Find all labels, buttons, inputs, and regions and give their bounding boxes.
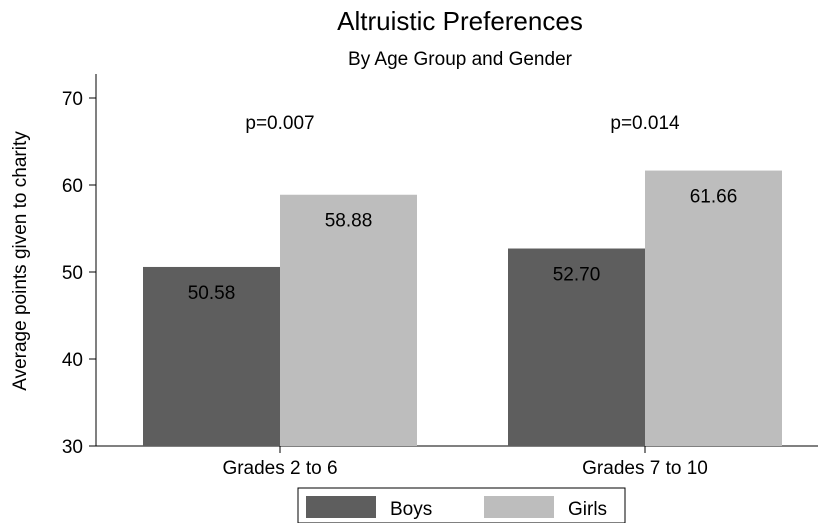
y-tick-label: 30: [62, 437, 83, 458]
x-tick-label: Grades 2 to 6: [222, 458, 337, 479]
legend-swatch-girls: [484, 496, 554, 518]
y-tick-label: 60: [62, 176, 83, 197]
x-tick-label: Grades 7 to 10: [582, 458, 708, 479]
legend-box: [297, 487, 626, 523]
chart-title: Altruistic Preferences: [337, 6, 583, 36]
data-label: 58.88: [325, 211, 373, 232]
y-axis-label: Average points given to charity: [10, 131, 31, 391]
data-label: 50.58: [188, 283, 236, 304]
bar-boys: [508, 248, 645, 446]
y-tick-label: 70: [62, 89, 83, 110]
legend-label-girls: Girls: [568, 499, 607, 520]
bar-girls: [645, 170, 782, 447]
plot-area: 30 40 50 60 70 50.58 58.88 Grades 2 to 6 p=0.007…: [62, 74, 818, 479]
chart-subtitle: By Age Group and Gender: [348, 49, 573, 70]
y-tick-label: 40: [62, 350, 83, 371]
p-value-annotation: p=0.007: [245, 113, 314, 134]
p-value-annotation: p=0.014: [610, 113, 680, 134]
bar-boys: [143, 266, 280, 446]
data-label: 61.66: [690, 187, 738, 208]
y-tick-label: 50: [62, 263, 83, 284]
legend: Boys Girls: [297, 487, 626, 523]
legend-swatch-boys: [306, 496, 376, 518]
data-label: 52.70: [553, 265, 601, 286]
legend-label-boys: Boys: [390, 499, 432, 520]
bar-girls: [280, 194, 417, 446]
